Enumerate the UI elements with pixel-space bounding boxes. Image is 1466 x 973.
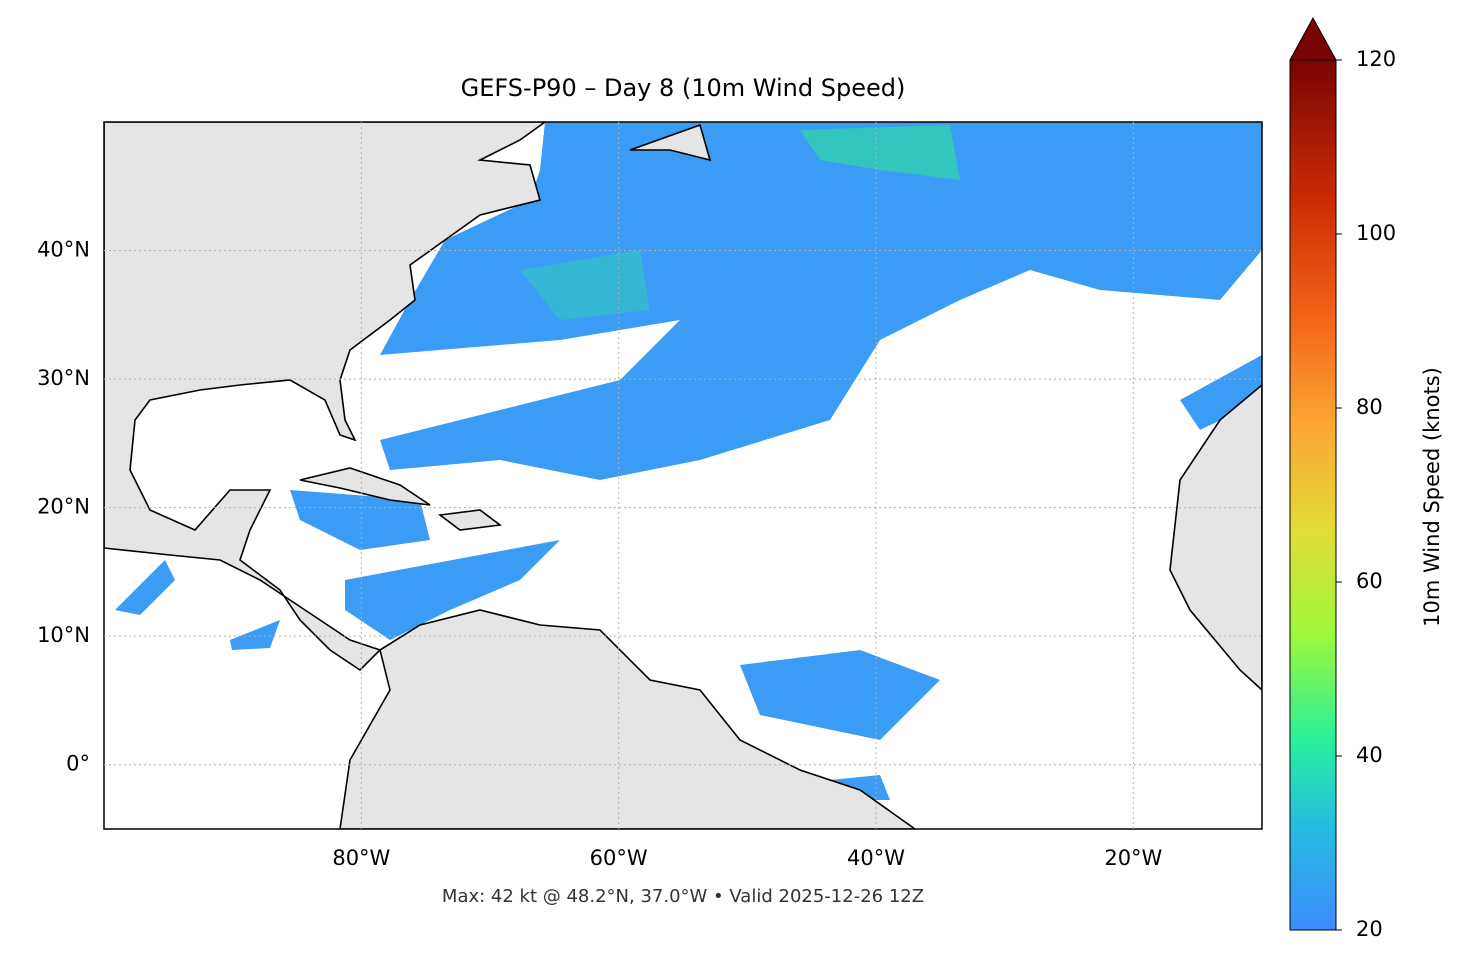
land	[1169, 383, 1262, 692]
y-tick-label: 10°N	[37, 623, 90, 647]
colorbar	[1289, 59, 1337, 931]
map-area	[104, 122, 1262, 829]
colorbar-tick-label: 100	[1356, 221, 1396, 245]
wind-field	[230, 620, 280, 650]
colorbar-tick-label: 80	[1356, 395, 1383, 419]
wind-field	[520, 250, 650, 320]
land	[339, 609, 917, 829]
x-tick-label: 60°W	[590, 846, 648, 870]
colorbar-tick-label: 20	[1356, 917, 1383, 941]
x-tick-label: 80°W	[332, 846, 390, 870]
colorbar-tick-label: 120	[1356, 47, 1396, 71]
wind-field	[740, 650, 940, 740]
chart-title: GEFS-P90 – Day 8 (10m Wind Speed)	[461, 74, 906, 102]
colorbar-label: 10m Wind Speed (knots)	[1420, 367, 1444, 627]
colorbar-tick-label: 60	[1356, 569, 1383, 593]
footer-note: Max: 42 kt @ 48.2°N, 37.0°W • Valid 2025…	[442, 886, 924, 907]
land	[437, 509, 503, 531]
wind-field	[115, 560, 175, 615]
plot-frame	[103, 121, 1263, 830]
y-tick-label: 30°N	[37, 366, 90, 390]
land	[629, 123, 712, 162]
x-tick-label: 40°W	[847, 846, 905, 870]
x-tick-label: 20°W	[1104, 846, 1162, 870]
wind-field	[290, 490, 430, 550]
wind-field	[380, 122, 1262, 480]
colorbar-extend	[1289, 16, 1337, 61]
wind-field	[345, 540, 560, 640]
wind-field	[1180, 355, 1262, 430]
colorbar-tick-label: 40	[1356, 743, 1383, 767]
y-tick-label: 20°N	[37, 495, 90, 519]
y-tick-label: 0°	[66, 752, 90, 776]
land	[299, 467, 431, 506]
wind-field	[800, 125, 960, 180]
y-tick-label: 40°N	[37, 238, 90, 262]
